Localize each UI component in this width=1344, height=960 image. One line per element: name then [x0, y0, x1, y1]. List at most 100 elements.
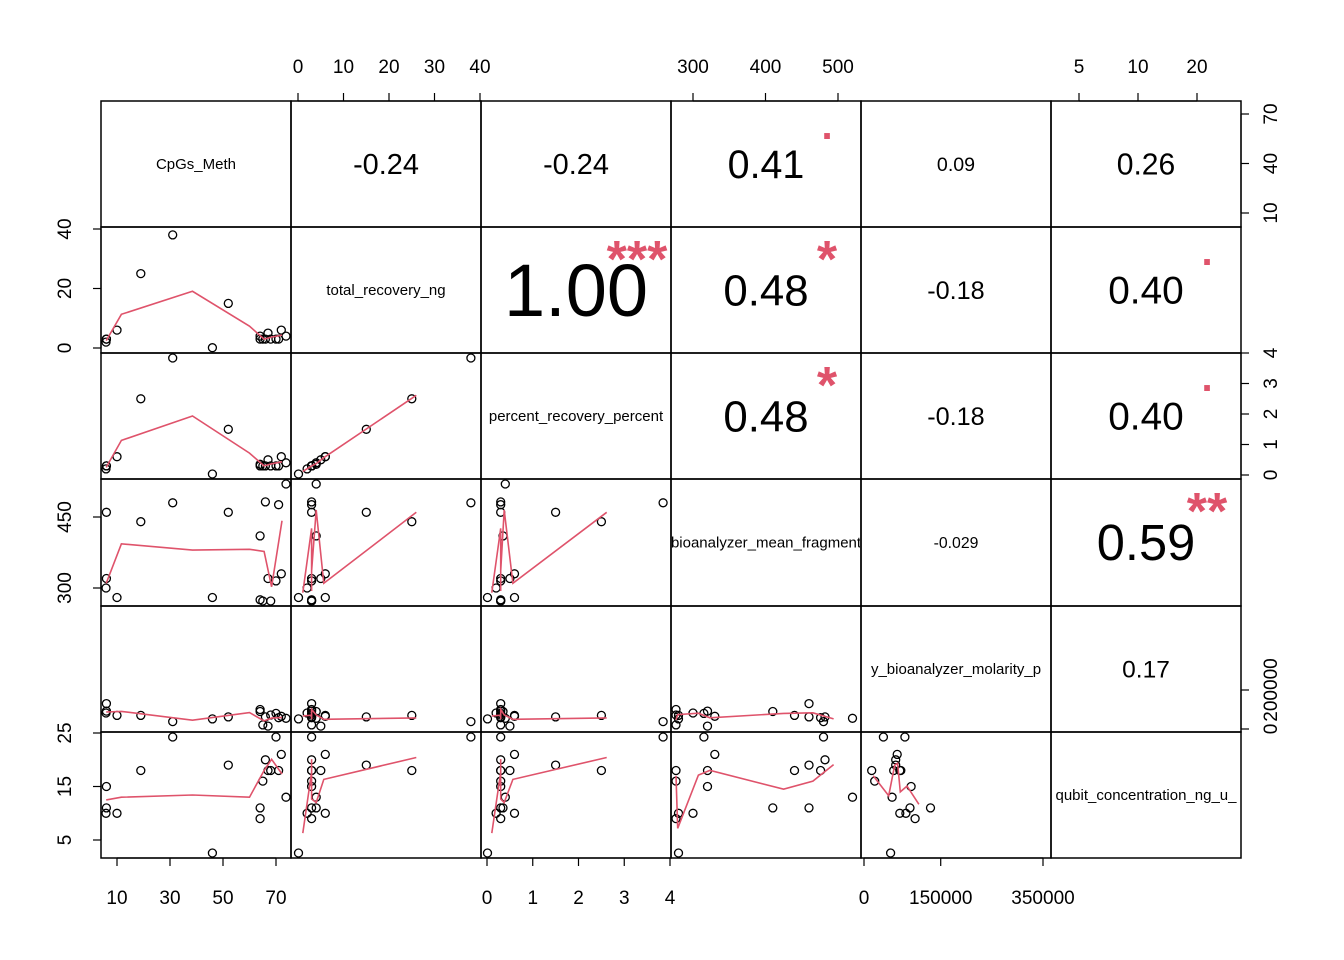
- significance-stars: .: [1201, 230, 1212, 274]
- scatter-point: [496, 732, 506, 742]
- scatter-point: [671, 813, 681, 824]
- scatter-panel: [101, 230, 291, 353]
- scatter-point: [302, 808, 312, 818]
- scatter-point: [260, 334, 271, 344]
- scatter-panel: [671, 698, 858, 731]
- correlation-cell: -0.24: [543, 149, 609, 181]
- axis-tick-label: 150000: [909, 888, 972, 909]
- scatter-point: [101, 781, 112, 792]
- scatter-point: [768, 706, 778, 717]
- scatter-point: [550, 712, 561, 722]
- correlation-value: 0.40: [1108, 270, 1184, 313]
- axis-tick-label: 20: [1186, 57, 1207, 78]
- scatter-point: [804, 803, 814, 813]
- scatter-point: [702, 721, 713, 731]
- axis-tick-label: 40: [55, 218, 76, 239]
- correlation-value: 0.09: [937, 154, 975, 176]
- scatter-point: [266, 596, 276, 606]
- diagonal-panel: percent_recovery_percent: [489, 408, 664, 425]
- scatter-point: [260, 497, 271, 507]
- scatter-point: [361, 712, 371, 722]
- smooth-line: [105, 520, 283, 587]
- scatter-point: [658, 732, 668, 742]
- scatter-point: [710, 711, 720, 721]
- scatter-point: [482, 592, 493, 603]
- scatter-point: [789, 765, 800, 776]
- scatter-point: [276, 711, 286, 721]
- axis-tick-label: 300: [55, 572, 76, 604]
- scatter-point: [596, 765, 607, 776]
- scatter-point: [596, 710, 607, 721]
- axis-tick-label: 1: [1261, 439, 1282, 450]
- scatter-point: [112, 592, 122, 603]
- scatter-point: [281, 458, 291, 468]
- axis-tick-label: 10: [106, 888, 127, 909]
- correlation-value: -0.24: [353, 149, 419, 181]
- panel-frame: [100, 478, 292, 607]
- scatter-point: [466, 716, 476, 727]
- scatter-panel: [101, 732, 291, 858]
- correlation-value: -0.18: [927, 277, 984, 305]
- scatter-point: [320, 592, 330, 603]
- correlation-cell: 1.00***: [504, 231, 668, 332]
- scatter-point: [320, 452, 330, 462]
- scatter-point: [892, 749, 902, 760]
- scatter-point: [887, 792, 897, 802]
- diagonal-panel: CpGs_Meth: [156, 156, 236, 173]
- correlation-cell: -0.18: [927, 403, 984, 431]
- correlation-value: 0.48: [723, 266, 808, 315]
- scatter-point: [101, 803, 112, 813]
- diagonal-panel: total_recovery_ng: [326, 282, 445, 299]
- scatter-point: [255, 704, 265, 715]
- scatter-point: [496, 720, 506, 730]
- axis-tick-label: 400: [750, 57, 782, 78]
- scatter-point: [306, 698, 317, 709]
- scatter-point: [509, 808, 520, 818]
- smooth-line: [491, 756, 607, 834]
- scatter-point: [407, 517, 417, 527]
- correlation-cell: 0.48*: [723, 357, 838, 441]
- axis-tick-label: 350000: [1011, 888, 1074, 909]
- scatter-point: [281, 713, 291, 723]
- scatter-point: [271, 334, 281, 344]
- scatter-point: [207, 343, 218, 353]
- axis-tick-label: 1: [527, 888, 538, 909]
- scatter-point: [482, 848, 493, 858]
- scatter-point: [847, 713, 858, 723]
- scatter-point: [306, 720, 317, 730]
- scatter-point: [818, 716, 829, 727]
- diagonal-variable-label: total_recovery_ng: [326, 282, 445, 299]
- smooth-line: [105, 290, 283, 342]
- scatter-point: [466, 498, 476, 508]
- scatter-point: [101, 334, 112, 344]
- scatter-point: [804, 760, 814, 770]
- scatter-point: [910, 813, 920, 824]
- axis-tick-label: 10: [1127, 57, 1148, 78]
- axis-tick-label: 0: [293, 57, 304, 78]
- smooth-line: [106, 710, 283, 722]
- scatter-point: [281, 792, 291, 802]
- scatter-point: [509, 569, 520, 579]
- scatter-point: [596, 517, 607, 527]
- scatter-point: [878, 732, 889, 742]
- correlation-value: -0.029: [934, 535, 979, 552]
- correlation-cell: 0.26: [1117, 149, 1176, 182]
- scatter-panel: [482, 698, 668, 731]
- scatter-point: [496, 698, 506, 709]
- scatter-panel: [293, 479, 476, 606]
- axis-tick-label: 200000: [1261, 658, 1282, 721]
- smooth-line: [675, 763, 835, 829]
- scatter-point: [306, 803, 317, 813]
- scatter-point: [496, 803, 506, 813]
- diagonal-variable-label: y_bioanalyzer_molarity_p: [871, 661, 1041, 678]
- scatter-point: [101, 337, 111, 347]
- scatter-point: [900, 732, 910, 742]
- scatter-point: [263, 573, 273, 584]
- scatter-point: [293, 714, 304, 724]
- correlation-value: 0.59: [1097, 514, 1195, 571]
- axis-tick-label: 25: [55, 722, 76, 743]
- scatter-point: [673, 808, 684, 818]
- scatter-point: [263, 328, 273, 338]
- scatter-point: [710, 749, 720, 760]
